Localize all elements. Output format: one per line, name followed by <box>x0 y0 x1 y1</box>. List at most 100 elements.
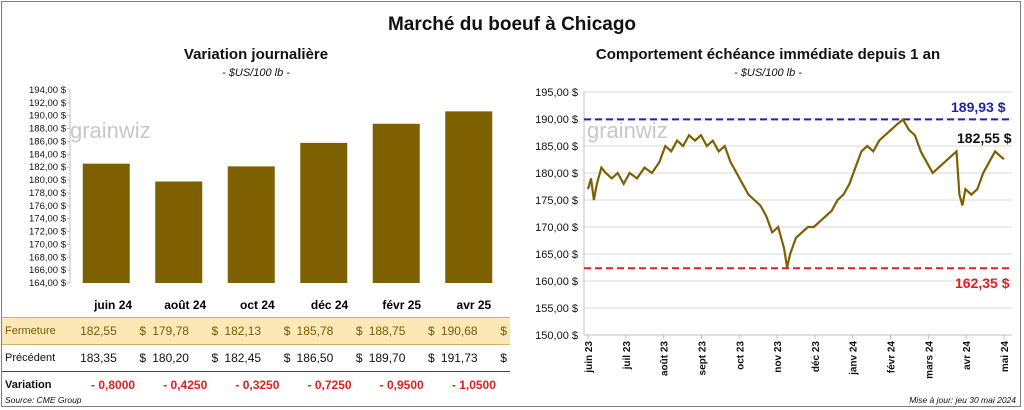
variation-value: - 0,3250 <box>221 371 294 398</box>
currency-symbol: $ <box>139 351 147 365</box>
right-gridlines: 195,00 $ 190,00 $ 185,00 $ 180,00 $ 175,00 $… <box>535 87 1012 342</box>
y-tick-label: 150,00 $ <box>535 330 578 342</box>
bar-déc-24 <box>300 142 348 283</box>
y-tick-label: 180,00 $ <box>29 175 67 186</box>
right-line-chart: 195,00 $ 190,00 $ 185,00 $ 180,00 $ 175,00 $… <box>535 87 1012 379</box>
bar-févr-25 <box>372 123 420 284</box>
x-tick-label: oct 23 <box>735 341 746 370</box>
y-tick-label: 194,00 $ <box>29 85 67 96</box>
fermeture-value: 188,75 <box>368 324 406 338</box>
y-tick-label: 160,00 $ <box>535 276 578 288</box>
variation-label: Variation <box>2 371 77 398</box>
fermeture-value: 190,68 <box>440 324 478 338</box>
y-tick-label: 184,00 $ <box>29 149 67 160</box>
precedent-value: 186,50 <box>296 351 334 365</box>
x-tick-label: mars 24 <box>924 341 935 379</box>
x-tick-label: févr 24 <box>887 341 898 374</box>
currency-symbol: $ <box>500 324 507 338</box>
y-tick-label: 166,00 $ <box>29 265 67 276</box>
bar-avr-25 <box>445 111 493 283</box>
fermeture-label: Fermeture <box>2 317 77 345</box>
y-tick-label: 175,00 $ <box>535 195 578 207</box>
precedent-value: 182,45 <box>224 351 262 365</box>
y-tick-label: 164,00 $ <box>29 278 67 289</box>
currency-symbol: $ <box>500 351 507 365</box>
currency-symbol: $ <box>428 324 435 338</box>
currency-symbol: $ <box>283 324 291 338</box>
update-note: Mise à jour: jeu 30 mai 2024 <box>909 395 1016 405</box>
x-tick-label: nov 23 <box>773 341 784 373</box>
month-label: oct 24 <box>240 298 275 312</box>
precedent-label: Précédent <box>5 352 56 364</box>
right-chart-unit: - $US/100 lb - <box>734 67 802 79</box>
x-tick-label: déc 23 <box>811 341 822 373</box>
bar-juin-24 <box>82 163 130 283</box>
variation-value: - 0,8000 <box>77 371 150 398</box>
y-tick-label: 170,00 $ <box>535 222 578 234</box>
currency-symbol: $ <box>211 351 219 365</box>
variation-value: - 0,7250 <box>293 371 366 398</box>
x-tick-label: août 23 <box>660 341 671 376</box>
right-chart-title: Comportement échéance immédiate depuis 1… <box>595 46 941 63</box>
y-tick-label: 185,00 $ <box>535 141 578 153</box>
y-tick-label: 176,00 $ <box>29 201 67 212</box>
precedent-value: 183,35 <box>80 351 117 365</box>
bar-août-24 <box>155 181 203 283</box>
watermark-logo: grainwiz <box>70 118 151 143</box>
currency-symbol: $ <box>139 324 147 338</box>
fermeture-value: 182,55 <box>80 324 117 338</box>
variation-row: Variation - 0,8000 - 0,4250 - 0,3250 - 0… <box>2 371 510 398</box>
fermeture-value: 182,13 <box>224 324 262 338</box>
y-tick-label: 170,00 $ <box>29 239 67 250</box>
precedent-value: 191,73 <box>440 351 478 365</box>
source-note: Source: CME Group <box>5 395 82 405</box>
left-bar-chart: 194,00 $ 192,00 $ 190,00 $ 188,00 $186,00 $… <box>29 85 493 289</box>
precedent-value: 189,70 <box>368 351 406 365</box>
y-tick-label: 174,00 $ <box>29 214 67 225</box>
high-price-label: 189,93 $ <box>951 99 1006 115</box>
currency-symbol: $ <box>355 324 363 338</box>
low-price-label: 162,35 $ <box>955 275 1010 291</box>
month-label: août 24 <box>164 298 207 312</box>
variation-value: - 1,0500 <box>437 371 510 398</box>
month-label: avr 25 <box>456 298 492 312</box>
last-price-label: 182,55 $ <box>957 130 1012 146</box>
y-tick-label: 182,00 $ <box>29 162 67 173</box>
price-series-line <box>586 117 1005 268</box>
right-x-axis: juin 23 juil 23 août 23 sept 23 oct 23 nov 23… <box>584 335 1011 379</box>
y-tick-label: 186,00 $ <box>29 136 67 147</box>
left-chart-title: Variation journalière <box>183 46 329 63</box>
month-label: févr 25 <box>382 298 422 312</box>
y-tick-label: 180,00 $ <box>535 168 578 180</box>
y-tick-label: 155,00 $ <box>535 303 578 315</box>
x-tick-label: juil 23 <box>622 341 633 371</box>
y-tick-label: 192,00 $ <box>29 98 67 109</box>
x-tick-label: mai 24 <box>1000 341 1011 373</box>
left-chart-unit: - $US/100 lb - <box>222 67 290 79</box>
precedent-row: Précédent 183,35 $ 180,20 $ 182,45 $ 186,50… <box>2 345 510 372</box>
bar-oct-24 <box>227 166 275 283</box>
y-tick-label: 178,00 $ <box>29 188 67 199</box>
x-tick-label: avr 24 <box>962 341 973 370</box>
precedent-value: 180,20 <box>152 351 189 365</box>
currency-symbol: $ <box>211 324 219 338</box>
y-tick-label: 165,00 $ <box>535 249 578 261</box>
currency-symbol: $ <box>428 351 435 365</box>
x-tick-label: janv 24 <box>849 341 860 376</box>
variation-value: - 0,9500 <box>365 371 438 398</box>
month-label: juin 24 <box>94 298 133 312</box>
fermeture-value: 185,78 <box>296 324 334 338</box>
y-tick-label: 190,00 $ <box>29 111 67 122</box>
watermark-logo: grainwiz <box>587 118 668 143</box>
currency-symbol: $ <box>355 351 363 365</box>
variation-value: - 0,4250 <box>149 371 222 398</box>
x-tick-label: juin 23 <box>584 341 595 374</box>
y-tick-label: 190,00 $ <box>535 114 578 126</box>
fermeture-value: 179,78 <box>152 324 189 338</box>
fermeture-row: Fermeture 182,55 $ 179,78 $ 182,13 $ 185,78… <box>2 317 510 345</box>
left-y-axis: 194,00 $ 192,00 $ 190,00 $ 188,00 $186,00 $… <box>29 85 70 289</box>
currency-symbol: $ <box>283 351 291 365</box>
contract-table: juin 24 août 24 oct 24 déc 24 févr 25 av… <box>2 293 510 398</box>
left-bars-group <box>82 111 493 284</box>
x-tick-label: sept 23 <box>697 341 708 376</box>
